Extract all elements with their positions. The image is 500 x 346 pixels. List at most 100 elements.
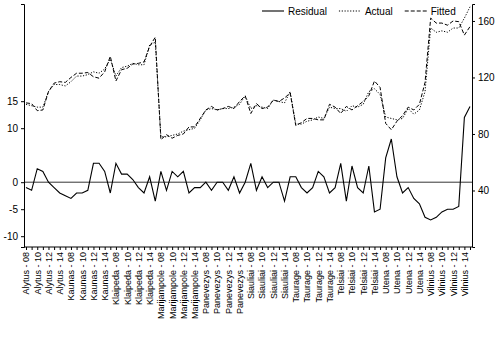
x-tick-mark xyxy=(403,247,404,250)
x-tick-label: Vilnius - 12 xyxy=(449,252,459,296)
x-axis-line xyxy=(24,247,472,248)
x-tick-mark xyxy=(93,247,94,250)
x-tick: Marijampole - 10 xyxy=(168,247,178,319)
x-tick xyxy=(223,247,224,250)
x-tick-mark xyxy=(419,247,420,250)
x-tick: Siauliai - 12 xyxy=(269,247,279,299)
x-tick xyxy=(133,247,134,250)
legend-label: Residual xyxy=(288,6,327,17)
series-line xyxy=(26,107,470,220)
x-tick-mark xyxy=(161,247,162,250)
x-tick: Vilnius - 14 xyxy=(460,247,470,296)
x-tick-label: Siauliai - 10 xyxy=(257,252,267,299)
x-tick-label: Utena - 12 xyxy=(404,252,414,294)
x-tick: Telsiai - 08 xyxy=(336,247,346,295)
x-tick: Telsiai - 12 xyxy=(359,247,369,295)
x-tick xyxy=(245,247,246,250)
x-tick-label: Siauliai - 12 xyxy=(269,252,279,299)
y-tick: 10 xyxy=(7,123,24,134)
x-tick xyxy=(189,247,190,250)
x-tick-label: Vilnius - 14 xyxy=(460,252,470,296)
x-tick-label: Kaunas - 08 xyxy=(66,252,76,301)
x-tick-mark xyxy=(178,247,179,250)
x-tick: Siauliai - 14 xyxy=(280,247,290,299)
x-tick-mark xyxy=(296,247,297,250)
y-tick-label: -10 xyxy=(4,231,19,242)
x-tick: Kaunas - 12 xyxy=(89,247,99,301)
x-tick: Kaunas - 10 xyxy=(78,247,88,301)
x-tick: Alytus - 12 xyxy=(44,247,54,295)
x-tick: Taurage - 08 xyxy=(291,247,301,303)
x-tick-mark xyxy=(341,247,342,250)
x-tick-mark xyxy=(223,247,224,250)
x-tick-mark xyxy=(386,247,387,250)
x-tick xyxy=(425,247,426,250)
x-tick-mark xyxy=(408,247,409,250)
x-tick-mark xyxy=(217,247,218,250)
y2-axis-line xyxy=(473,5,476,248)
legend: ResidualActualFitted xyxy=(262,6,456,17)
x-tick: Vilnius - 10 xyxy=(437,247,447,296)
x-tick-mark xyxy=(273,247,274,250)
x-tick: Vilnius - 12 xyxy=(449,247,459,296)
y2-tick-label: 80 xyxy=(478,129,490,140)
y2-tick-label: 120 xyxy=(478,72,495,83)
x-tick-mark xyxy=(206,247,207,250)
legend-label: Actual xyxy=(365,6,393,17)
x-tick-mark xyxy=(268,247,269,250)
x-tick xyxy=(32,247,33,250)
x-tick xyxy=(448,247,449,250)
x-tick-mark xyxy=(65,247,66,250)
x-tick-label: Vilnius - 10 xyxy=(437,252,447,296)
x-tick-mark xyxy=(32,247,33,250)
x-tick: Panevezys - 12 xyxy=(224,247,234,314)
x-tick-mark xyxy=(37,247,38,250)
x-tick xyxy=(155,247,156,250)
x-tick-mark xyxy=(464,247,465,250)
x-tick-mark xyxy=(211,247,212,250)
x-tick-mark xyxy=(155,247,156,250)
x-tick xyxy=(256,247,257,250)
x-tick xyxy=(268,247,269,250)
x-tick-mark xyxy=(335,247,336,250)
x-tick-label: Alytus - 12 xyxy=(44,252,54,295)
x-tick-label: Telsiai - 10 xyxy=(347,252,357,295)
y2-tick-label: 40 xyxy=(478,185,490,196)
y-tick-mark xyxy=(21,209,24,210)
x-tick: Klaipeda - 08 xyxy=(111,247,121,305)
x-tick xyxy=(65,247,66,250)
y-tick-mark xyxy=(21,236,24,237)
x-tick-mark xyxy=(363,247,364,250)
x-tick-mark xyxy=(144,247,145,250)
y-tick: -10 xyxy=(4,231,24,242)
x-tick-label: Panevezys - 10 xyxy=(212,252,222,314)
x-tick-mark xyxy=(436,247,437,250)
x-tick-mark xyxy=(346,247,347,250)
x-tick-label: Kaunas - 10 xyxy=(78,252,88,301)
x-tick-mark xyxy=(77,247,78,250)
x-tick xyxy=(122,247,123,250)
x-tick-label: Alytus - 14 xyxy=(55,252,65,295)
y2-tick-mark xyxy=(472,134,475,135)
x-tick-mark xyxy=(391,247,392,250)
x-tick-label: Klaipeda - 14 xyxy=(145,252,155,305)
y-tick: 0 xyxy=(12,177,24,188)
x-tick-label: Utena - 14 xyxy=(415,252,425,294)
x-tick-mark xyxy=(200,247,201,250)
y2-tick: 120 xyxy=(472,72,495,83)
x-tick-mark xyxy=(301,247,302,250)
x-tick-label: Marijampole - 12 xyxy=(179,252,189,319)
x-tick-mark xyxy=(43,247,44,250)
x-tick: Kaunas - 08 xyxy=(66,247,76,301)
x-tick xyxy=(77,247,78,250)
x-tick xyxy=(301,247,302,250)
x-tick-mark xyxy=(26,247,27,250)
x-tick-mark xyxy=(470,247,471,250)
x-tick: Siauliai - 08 xyxy=(246,247,256,299)
y-tick: -5 xyxy=(9,204,24,215)
x-tick-label: Taurage - 08 xyxy=(291,252,301,303)
x-tick xyxy=(335,247,336,250)
x-tick-label: Alytus - 08 xyxy=(21,252,31,295)
x-tick-mark xyxy=(195,247,196,250)
x-tick-mark xyxy=(442,247,443,250)
